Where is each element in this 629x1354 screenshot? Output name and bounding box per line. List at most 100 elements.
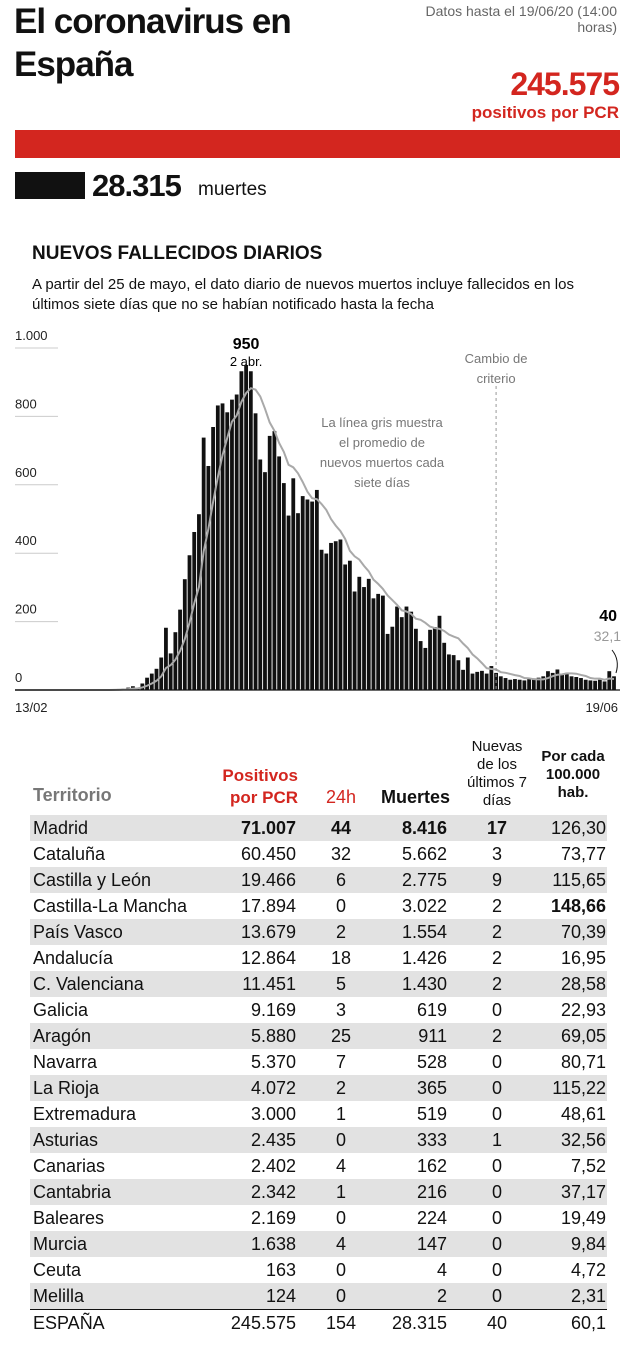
table-cell: Castilla-La Mancha — [33, 896, 188, 916]
bar — [291, 478, 296, 690]
table-cell: 60.450 — [240, 844, 296, 864]
bar — [385, 633, 390, 690]
table-cell: 2.402 — [250, 1156, 296, 1176]
table-cell: 1 — [335, 1182, 346, 1202]
table-cell: Extremadura — [33, 1104, 137, 1124]
bar — [602, 681, 607, 690]
peak-value: 950 — [233, 336, 260, 353]
bar — [593, 680, 598, 690]
table-cell: 19.466 — [240, 870, 296, 890]
bar — [263, 472, 267, 690]
deaths-bar — [15, 172, 85, 199]
y-tick-label: 600 — [15, 465, 37, 480]
bar — [206, 465, 211, 690]
table-cell: 126,30 — [550, 818, 606, 838]
bar — [414, 628, 418, 690]
bar — [588, 680, 593, 690]
total-cell: 40 — [486, 1313, 508, 1333]
bar — [154, 668, 159, 690]
table-cell: 16,95 — [560, 948, 606, 968]
bar — [409, 611, 414, 690]
row-shade — [30, 815, 607, 841]
bar — [253, 413, 258, 690]
table-cell: 0 — [491, 1078, 502, 1098]
table-cell: 0 — [491, 1286, 502, 1306]
peak-date: 2 abr. — [230, 354, 263, 369]
bar — [432, 627, 437, 690]
y-tick-label: 1.000 — [15, 328, 48, 343]
table-cell: 5.880 — [250, 1026, 296, 1046]
table-cell: 224 — [416, 1208, 447, 1228]
col-header: Muertes — [380, 787, 450, 807]
bar — [541, 676, 546, 690]
table-cell: 1 — [491, 1130, 502, 1150]
bar — [272, 431, 277, 690]
bar — [583, 679, 588, 690]
table-cell: 6 — [335, 870, 346, 890]
positives-label: positivos por PCR — [471, 103, 619, 122]
bar — [376, 593, 381, 690]
table-cell: 4.072 — [250, 1078, 296, 1098]
table-cell: 4 — [436, 1260, 447, 1280]
bar — [531, 678, 536, 690]
bar — [442, 642, 447, 690]
bar — [546, 671, 550, 690]
table-cell: 0 — [491, 1052, 502, 1072]
table-cell: 1.554 — [401, 922, 447, 942]
y-tick-label: 800 — [15, 396, 37, 411]
bar — [508, 679, 513, 690]
table-cell: 2.342 — [250, 1182, 296, 1202]
bar — [149, 673, 154, 690]
table-cell: 28,58 — [560, 974, 606, 994]
bar — [550, 672, 555, 690]
table-cell: 2 — [491, 1026, 502, 1046]
table-cell: Baleares — [33, 1208, 105, 1228]
table-cell: 80,71 — [560, 1052, 606, 1072]
bar — [352, 591, 357, 690]
bar — [215, 405, 220, 690]
bar — [418, 641, 423, 690]
table-cell: Cataluña — [33, 844, 106, 864]
table-cell: La Rioja — [33, 1078, 100, 1098]
col-header: 24h — [325, 787, 357, 807]
bar — [597, 679, 602, 690]
bar — [324, 553, 329, 690]
bar — [451, 655, 456, 690]
table-cell: 70,39 — [560, 922, 606, 942]
bar — [399, 617, 404, 690]
title: El coronavirus en España — [14, 2, 292, 84]
row-shade — [30, 971, 607, 997]
as-of-date: Datos hasta el 19/06/20 (14:00 horas) — [425, 3, 617, 35]
table-cell: Andalucía — [33, 948, 114, 968]
bar — [201, 437, 206, 690]
bar — [314, 489, 319, 690]
table-cell: 519 — [416, 1104, 447, 1124]
row-shade — [30, 1127, 607, 1153]
bar — [498, 676, 503, 690]
bar — [164, 627, 168, 690]
table-cell: Castilla y León — [33, 870, 152, 890]
table-cell: 619 — [416, 1000, 447, 1020]
bar — [390, 626, 395, 690]
bar — [197, 514, 201, 690]
col-header: Nuevas de los últimos 7 días — [466, 738, 528, 809]
table-cell: 0 — [491, 1156, 502, 1176]
arrow — [611, 649, 618, 674]
y-tick-label: 0 — [15, 670, 22, 685]
total-rule — [30, 1309, 607, 1310]
bar — [517, 679, 522, 690]
table-cell: Cantabria — [33, 1182, 112, 1202]
table-cell: 2,31 — [570, 1286, 606, 1306]
table-cell: 0 — [491, 1104, 502, 1124]
table-cell: Melilla — [33, 1286, 85, 1306]
table-cell: 148,66 — [550, 896, 606, 916]
bar — [480, 670, 484, 690]
table-cell: 2 — [491, 948, 502, 968]
table-cell: 0 — [491, 1260, 502, 1280]
table-cell: 2 — [436, 1286, 447, 1306]
table-cell: 73,77 — [560, 844, 606, 864]
bar — [234, 394, 239, 690]
bar — [380, 595, 385, 690]
table-cell: Ceuta — [33, 1260, 82, 1280]
positives-total: 245.575 — [510, 66, 620, 102]
